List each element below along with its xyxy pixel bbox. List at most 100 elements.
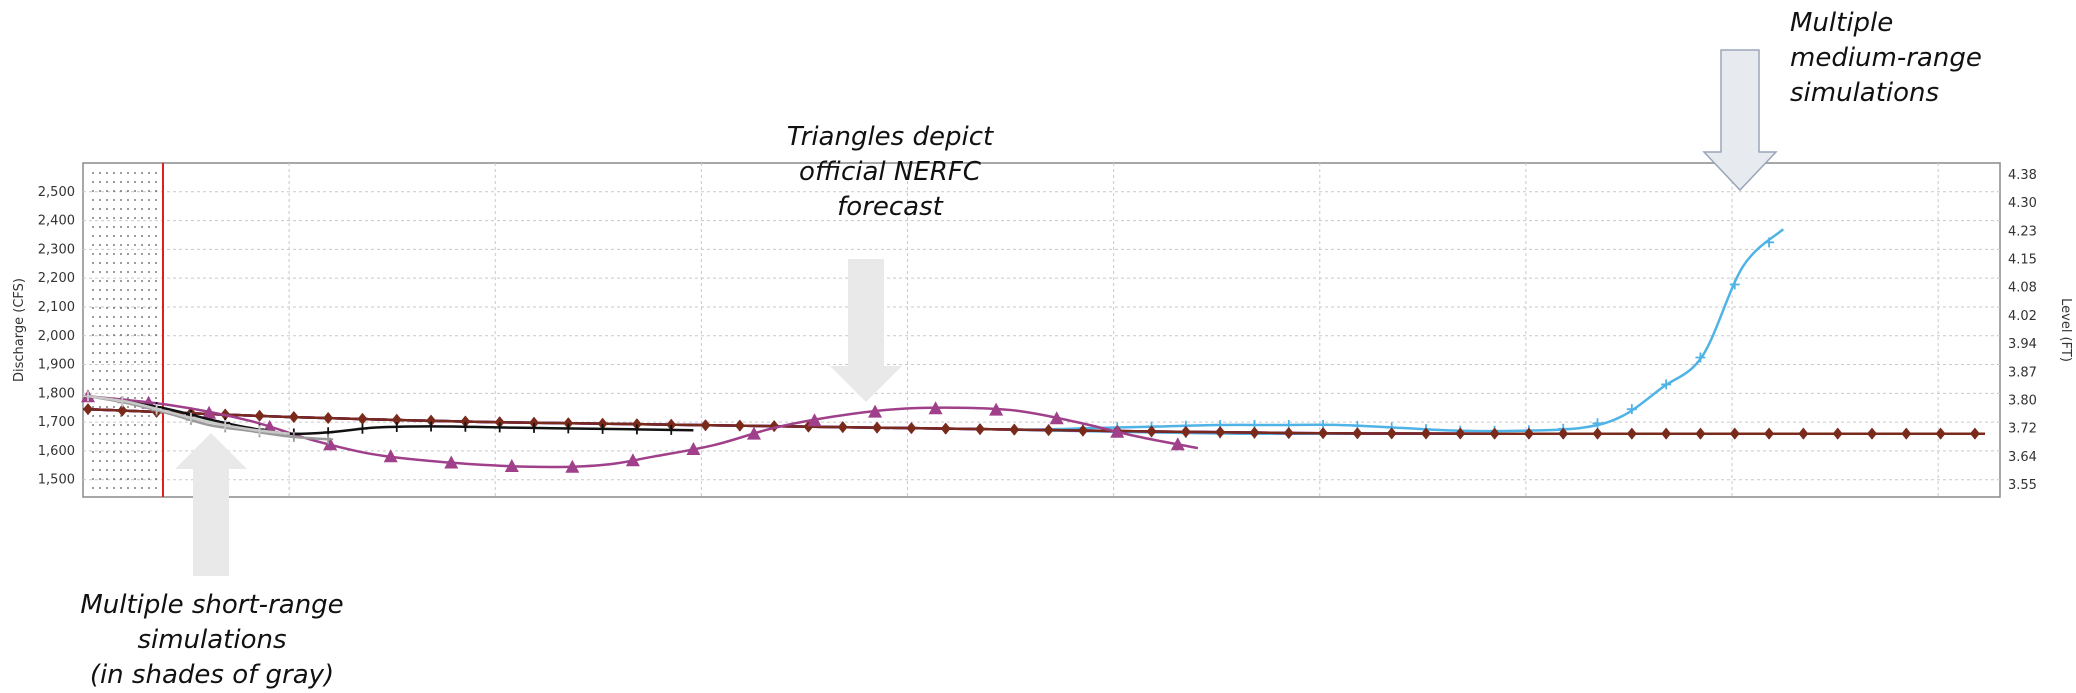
data-point (1489, 427, 1500, 440)
observed-dot (99, 307, 101, 309)
observed-dot (113, 352, 115, 354)
observed-dot (113, 406, 115, 408)
observed-dot (148, 352, 150, 354)
observed-dot (148, 442, 150, 444)
data-point (1558, 427, 1569, 440)
observed-dot (113, 388, 115, 390)
observed-dot (141, 343, 143, 345)
data-point (746, 426, 761, 440)
observed-dot (127, 424, 129, 426)
observed-dot (127, 460, 129, 462)
observed-dot (134, 298, 136, 300)
observed-dot (141, 433, 143, 435)
observed-dot (141, 307, 143, 309)
observed-dot (141, 190, 143, 192)
observed-dot (120, 415, 122, 417)
y-tick-label: 2,300 (38, 242, 75, 257)
observed-dot (99, 388, 101, 390)
observed-dot (134, 361, 136, 363)
observed-dot (155, 280, 157, 282)
observed-dot (127, 271, 129, 273)
observed-dot (127, 208, 129, 210)
observed-dot (155, 316, 157, 318)
observed-dot (120, 280, 122, 282)
data-point (807, 413, 822, 427)
observed-dot (127, 253, 129, 255)
y2-axis-title: Level (FT) (2058, 298, 2073, 362)
data-point (928, 401, 943, 415)
observed-dot (155, 343, 157, 345)
observed-dot (92, 208, 94, 210)
data-point (666, 418, 677, 431)
observed-dot (134, 244, 136, 246)
y-tick-label: 1,900 (38, 358, 75, 373)
observed-dot (113, 307, 115, 309)
observed-dot (127, 361, 129, 363)
observed-dot (141, 208, 143, 210)
observed-dot (148, 325, 150, 327)
observed-dot (127, 334, 129, 336)
y2-tick-label: 3.72 (2008, 422, 2037, 437)
observed-dot (141, 172, 143, 174)
observed-dot (120, 208, 122, 210)
observed-dot (141, 361, 143, 363)
observed-dot (92, 352, 94, 354)
data-point (1420, 427, 1431, 440)
data-point (151, 404, 162, 415)
data-point (357, 412, 368, 425)
observed-dot (113, 379, 115, 381)
data-point (391, 421, 402, 432)
data-point (1832, 427, 1843, 440)
observed-dot (134, 253, 136, 255)
data-point (1146, 425, 1157, 438)
observed-dot (141, 370, 143, 372)
observed-dot (92, 343, 94, 345)
observed-dot (141, 352, 143, 354)
y2-tick-label: 3.94 (2008, 337, 2037, 352)
observed-dot (134, 415, 136, 417)
observed-dot (155, 487, 157, 489)
y2-tick-label: 4.30 (2008, 196, 2037, 211)
observed-dot (155, 235, 157, 237)
observed-dot (134, 370, 136, 372)
data-point (1077, 424, 1088, 437)
observed-dot (127, 442, 129, 444)
data-point (1523, 427, 1534, 440)
annotation-medium-range: Multiple medium-range simulations (1790, 8, 1982, 108)
data-point (202, 405, 217, 419)
data-point (1386, 427, 1397, 440)
observed-dot (148, 361, 150, 363)
observed-dot (127, 388, 129, 390)
observed-dot (155, 397, 157, 399)
observed-dot (120, 487, 122, 489)
observed-dot (141, 217, 143, 219)
data-point (254, 409, 265, 422)
observed-dot (106, 424, 108, 426)
observed-dot (141, 316, 143, 318)
observed-dot (148, 379, 150, 381)
observed-dot (127, 307, 129, 309)
observed-dot (92, 361, 94, 363)
observed-dot (120, 451, 122, 453)
observed-dot (120, 307, 122, 309)
observed-dot (141, 478, 143, 480)
data-point (288, 411, 299, 424)
observed-dot (120, 433, 122, 435)
y-tick-label: 1,700 (38, 415, 75, 430)
observed-dot (134, 280, 136, 282)
data-point (989, 402, 1004, 416)
observed-dot (148, 460, 150, 462)
observed-dot (120, 442, 122, 444)
observed-dot (148, 388, 150, 390)
observed-dot (106, 199, 108, 201)
observed-dot (141, 397, 143, 399)
grid-lines (83, 163, 2000, 497)
observed-dot (134, 289, 136, 291)
data-point (1215, 426, 1226, 439)
observed-dot (127, 433, 129, 435)
data-point (1318, 427, 1329, 440)
observed-dot (99, 460, 101, 462)
data-point (528, 422, 539, 433)
observed-dot (148, 478, 150, 480)
data-point (1661, 379, 1672, 390)
